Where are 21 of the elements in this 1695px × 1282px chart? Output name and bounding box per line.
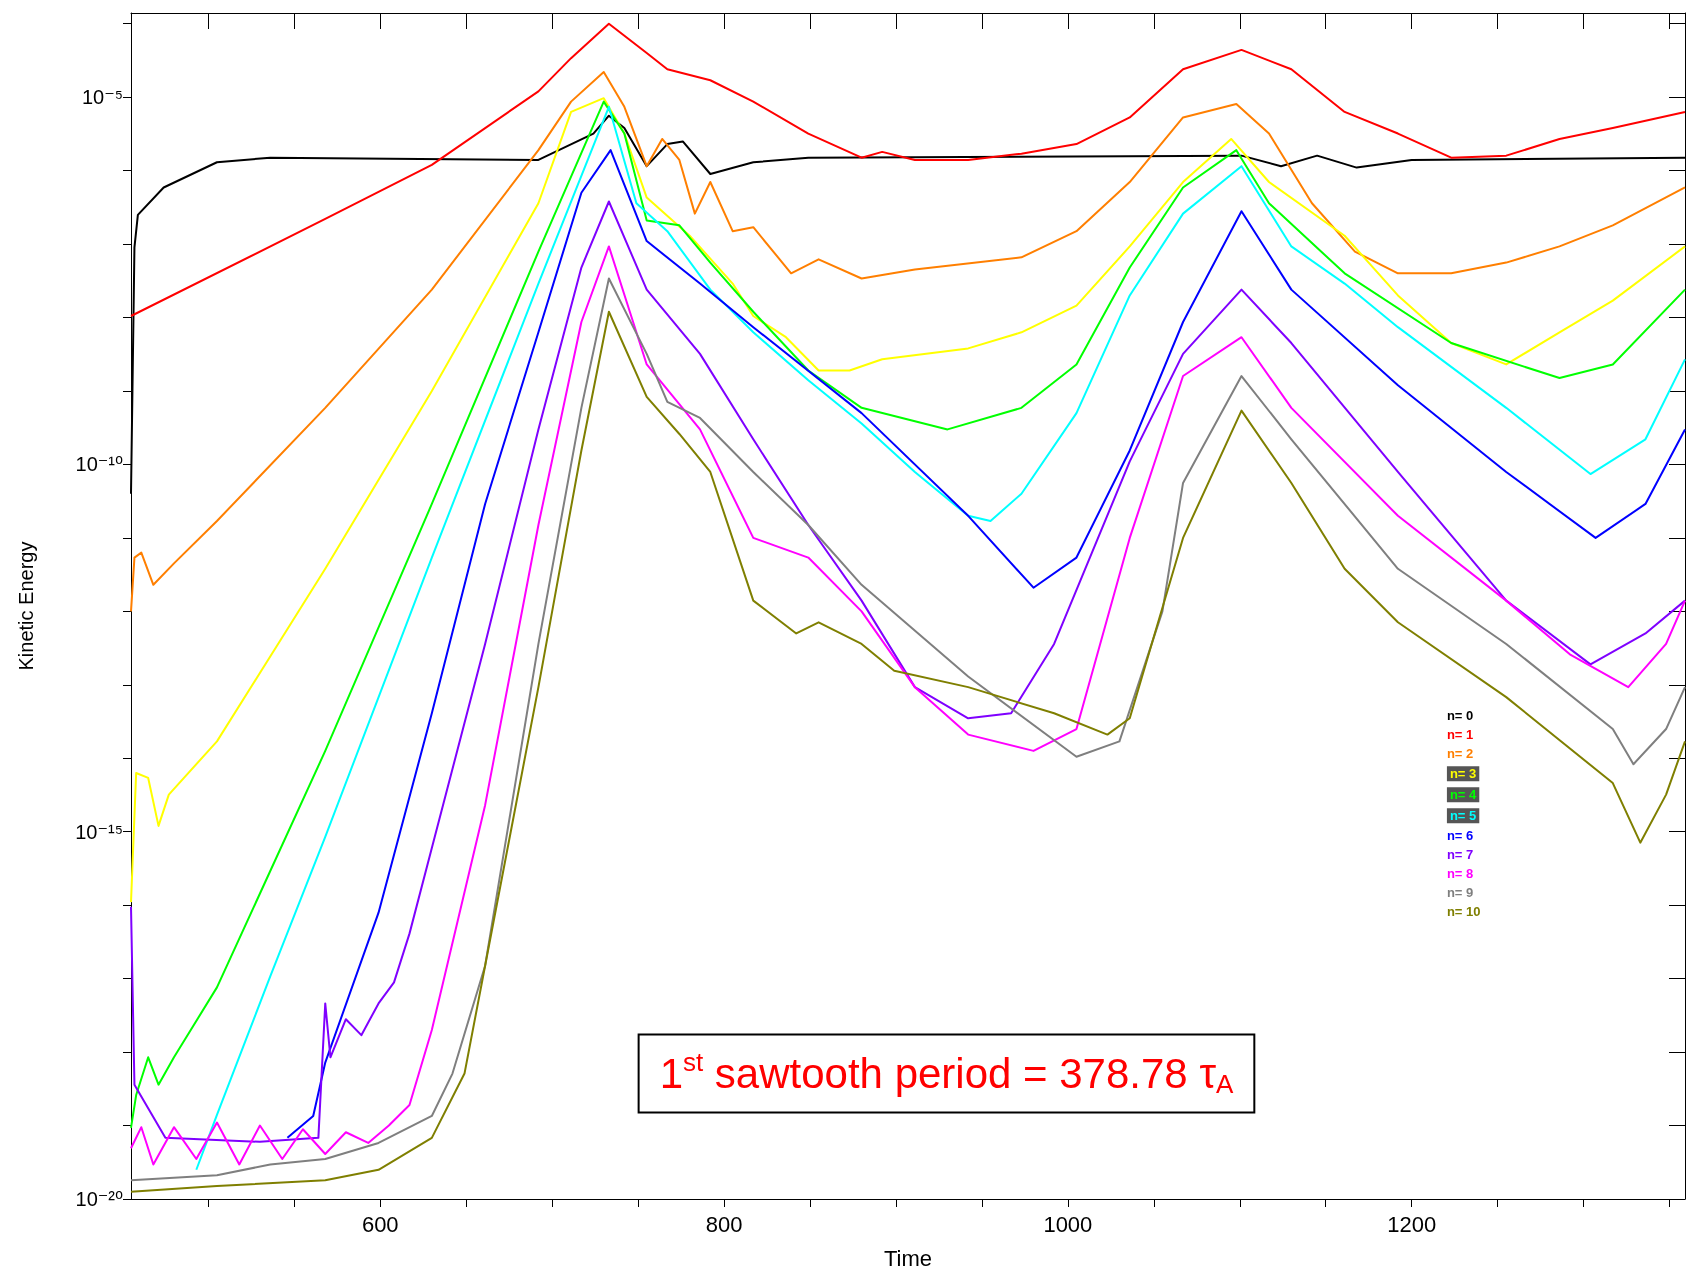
text: n= 8 <box>1446 866 1474 882</box>
text: n= 1 <box>1446 727 1474 743</box>
x-tick-label: 800 <box>705 1211 743 1237</box>
x-axis-title: Time <box>883 1245 933 1271</box>
text: n= 6 <box>1446 828 1474 844</box>
y-tick-label: 10⁻²⁰ <box>75 1188 123 1210</box>
text: n= 9 <box>1446 885 1474 901</box>
y-tick-label: 10⁻⁵ <box>81 86 123 109</box>
text: n= 10 <box>1446 904 1481 920</box>
x-tick-label: 600 <box>361 1211 399 1237</box>
text: n= 0 <box>1446 708 1474 724</box>
y-axis-title: Kinetic Energy <box>15 541 37 671</box>
y-tick-label: 10⁻¹⁵ <box>75 820 123 843</box>
y-tick-label: 10⁻¹⁰ <box>75 453 123 476</box>
x-tick-label: 1200 <box>1387 1211 1437 1237</box>
text: n= 4 <box>1449 787 1478 803</box>
text: n= 2 <box>1446 746 1474 762</box>
text: n= 7 <box>1446 847 1474 863</box>
text: n= 5 <box>1449 808 1477 824</box>
x-tick-label: 1000 <box>1043 1211 1093 1237</box>
text: n= 3 <box>1449 766 1477 782</box>
